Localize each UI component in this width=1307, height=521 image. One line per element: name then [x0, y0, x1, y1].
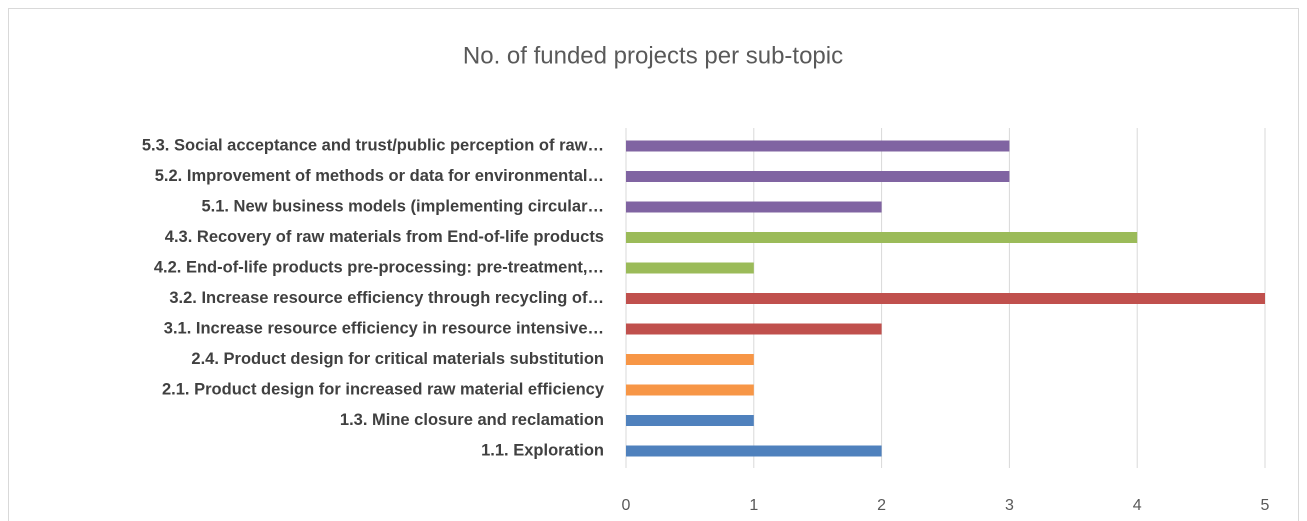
y-tick-label: 5.1. New business models (implementing c…	[201, 197, 604, 215]
bar	[626, 445, 882, 457]
bar	[626, 384, 754, 396]
y-tick-label: 5.3. Social acceptance and trust/public …	[142, 136, 604, 154]
y-tick-label: 3.1. Increase resource efficiency in res…	[164, 319, 604, 337]
bar	[626, 262, 754, 274]
y-tick-label: 3.2. Increase resource efficiency throug…	[169, 289, 604, 307]
bar	[626, 232, 1138, 243]
y-tick-label: 1.1. Exploration	[481, 441, 604, 459]
y-tick-label: 4.2. End-of-life products pre-processing…	[154, 258, 604, 276]
x-tick-label: 2	[877, 497, 886, 514]
x-tick-label: 3	[1005, 497, 1014, 514]
bar	[626, 415, 754, 426]
chart-title: No. of funded projects per sub-topic	[463, 42, 843, 69]
y-tick-label: 1.3. Mine closure and reclamation	[340, 411, 604, 429]
x-tick-label: 4	[1133, 497, 1142, 514]
bar	[626, 293, 1265, 304]
bar	[626, 354, 754, 365]
bar	[626, 323, 882, 335]
bar	[626, 140, 1010, 152]
x-tick-label: 0	[622, 497, 631, 514]
bar	[626, 201, 882, 213]
y-tick-label: 4.3. Recovery of raw materials from End-…	[165, 228, 604, 246]
y-tick-label: 2.4. Product design for critical materia…	[191, 350, 604, 368]
x-tick-label: 1	[749, 497, 758, 514]
y-tick-label: 5.2. Improvement of methods or data for …	[155, 167, 604, 185]
y-tick-label: 2.1. Product design for increased raw ma…	[162, 380, 605, 398]
bar	[626, 171, 1010, 182]
x-tick-label: 5	[1261, 497, 1270, 514]
